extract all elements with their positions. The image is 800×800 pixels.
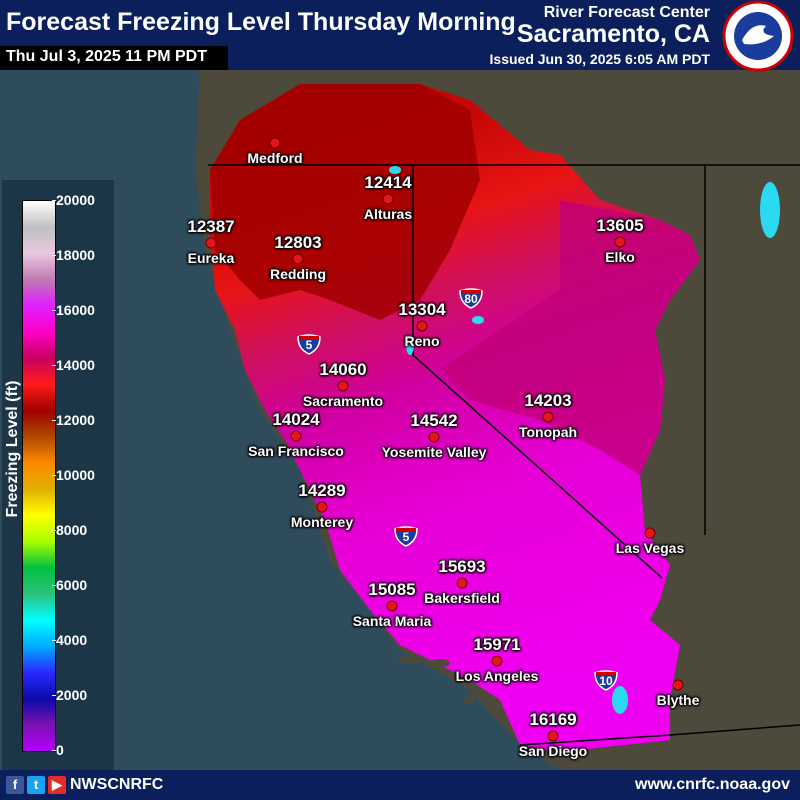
legend-tick: 4000 bbox=[51, 632, 88, 648]
social-links: f t ▶ bbox=[6, 776, 66, 794]
city-marker bbox=[428, 431, 440, 443]
footer-bar bbox=[0, 770, 800, 800]
legend-tick: 10000 bbox=[52, 467, 95, 483]
city-marker bbox=[672, 679, 684, 691]
state-border bbox=[519, 724, 800, 746]
city-marker bbox=[269, 137, 281, 149]
lake bbox=[406, 335, 414, 355]
legend-panel bbox=[2, 180, 114, 770]
city-name: Sacramento bbox=[302, 393, 384, 409]
map-title: Forecast Freezing Level Thursday Morning bbox=[6, 8, 516, 36]
interstate-number: 80 bbox=[464, 292, 478, 306]
interstate-shield-icon: 10 bbox=[594, 669, 618, 691]
city-marker bbox=[416, 320, 428, 332]
city-freezing-level: 12414 bbox=[364, 173, 412, 192]
legend-tick: 0 bbox=[52, 742, 64, 758]
city-name: Yosemite Valley bbox=[381, 444, 487, 460]
interstate-number: 5 bbox=[305, 338, 313, 352]
interstate-number: 10 bbox=[599, 674, 613, 688]
city-name: Blythe bbox=[656, 692, 700, 708]
city-name: Los Angeles bbox=[455, 668, 539, 684]
interstate-shield-icon: 80 bbox=[459, 287, 483, 309]
facebook-icon[interactable]: f bbox=[6, 776, 24, 794]
city-marker bbox=[614, 236, 626, 248]
twitter-icon[interactable]: t bbox=[27, 776, 45, 794]
lake bbox=[760, 182, 780, 238]
city-name: Las Vegas bbox=[615, 540, 685, 556]
city-name: Medford bbox=[247, 150, 303, 166]
city-freezing-level: 15971 bbox=[473, 635, 521, 654]
city-name: Monterey bbox=[290, 514, 354, 530]
interstate-number: 5 bbox=[402, 530, 410, 544]
legend-tick: 14000 bbox=[52, 357, 95, 373]
agency-location: Sacramento, CA bbox=[516, 20, 710, 48]
city-marker bbox=[290, 430, 302, 442]
city-name: Elko bbox=[605, 249, 635, 265]
island bbox=[464, 696, 476, 704]
city-name: Reno bbox=[404, 333, 440, 349]
legend-title: Freezing Level (ft) bbox=[4, 380, 21, 518]
nevada-magenta bbox=[440, 200, 700, 475]
legend-tick: 6000 bbox=[51, 577, 88, 593]
legend-tick: 16000 bbox=[52, 302, 95, 318]
city-marker bbox=[547, 730, 559, 742]
legend-tick: 18000 bbox=[52, 247, 95, 263]
interstate-shield-icon: 5 bbox=[394, 525, 418, 547]
issued-time: Issued Jun 30, 2025 6:05 AM PDT bbox=[489, 51, 710, 67]
city-name: Alturas bbox=[363, 206, 413, 222]
legend-tick: 12000 bbox=[52, 412, 95, 428]
state-border bbox=[412, 165, 663, 579]
city-marker bbox=[542, 411, 554, 423]
city-freezing-level: 13605 bbox=[596, 216, 644, 235]
island bbox=[398, 656, 422, 664]
city-name: Santa Maria bbox=[352, 613, 432, 629]
city-marker bbox=[292, 253, 304, 265]
legend-tick: 2000 bbox=[51, 687, 88, 703]
nws-logo[interactable] bbox=[722, 0, 794, 72]
city-freezing-level: 14542 bbox=[410, 411, 458, 430]
city-marker bbox=[456, 577, 468, 589]
city-freezing-level: 13304 bbox=[398, 300, 446, 319]
lake bbox=[612, 686, 628, 714]
social-handle[interactable]: NWSCNRFC bbox=[70, 776, 164, 793]
city-name: Eureka bbox=[187, 250, 235, 266]
color-scale-bar bbox=[22, 200, 56, 752]
legend-tick: 8000 bbox=[51, 522, 88, 538]
city-marker bbox=[205, 237, 217, 249]
legend-tick: 20000 bbox=[52, 192, 95, 208]
agency-name: River Forecast Center bbox=[543, 4, 710, 21]
lake bbox=[472, 316, 484, 324]
city-freezing-level: 12803 bbox=[274, 233, 322, 252]
city-freezing-level: 14289 bbox=[298, 481, 346, 500]
city-name: San Francisco bbox=[248, 443, 344, 459]
city-freezing-level: 15085 bbox=[368, 580, 416, 599]
city-marker bbox=[644, 527, 656, 539]
city-freezing-level: 16169 bbox=[529, 710, 577, 729]
city-freezing-level: 15693 bbox=[438, 557, 486, 576]
valid-time-bar bbox=[0, 46, 228, 70]
city-freezing-level: 14024 bbox=[272, 410, 320, 429]
interstate-shield-icon: 5 bbox=[297, 333, 321, 355]
youtube-icon[interactable]: ▶ bbox=[48, 776, 66, 794]
city-marker bbox=[491, 655, 503, 667]
island bbox=[430, 659, 450, 667]
city-freezing-level: 14203 bbox=[524, 391, 572, 410]
city-marker bbox=[316, 501, 328, 513]
city-freezing-level: 14060 bbox=[319, 360, 367, 379]
lake bbox=[389, 166, 401, 174]
city-name: Tonopah bbox=[518, 424, 578, 440]
city-name: Bakersfield bbox=[424, 590, 500, 606]
city-name: San Diego bbox=[518, 743, 588, 759]
city-marker bbox=[382, 193, 394, 205]
city-name: Redding bbox=[270, 266, 326, 282]
website-link[interactable]: www.cnrfc.noaa.gov bbox=[635, 776, 790, 793]
city-freezing-level: 12387 bbox=[187, 217, 235, 236]
city-marker bbox=[337, 380, 349, 392]
city-marker bbox=[386, 600, 398, 612]
valid-time: Thu Jul 3, 2025 11 PM PDT bbox=[6, 48, 207, 65]
